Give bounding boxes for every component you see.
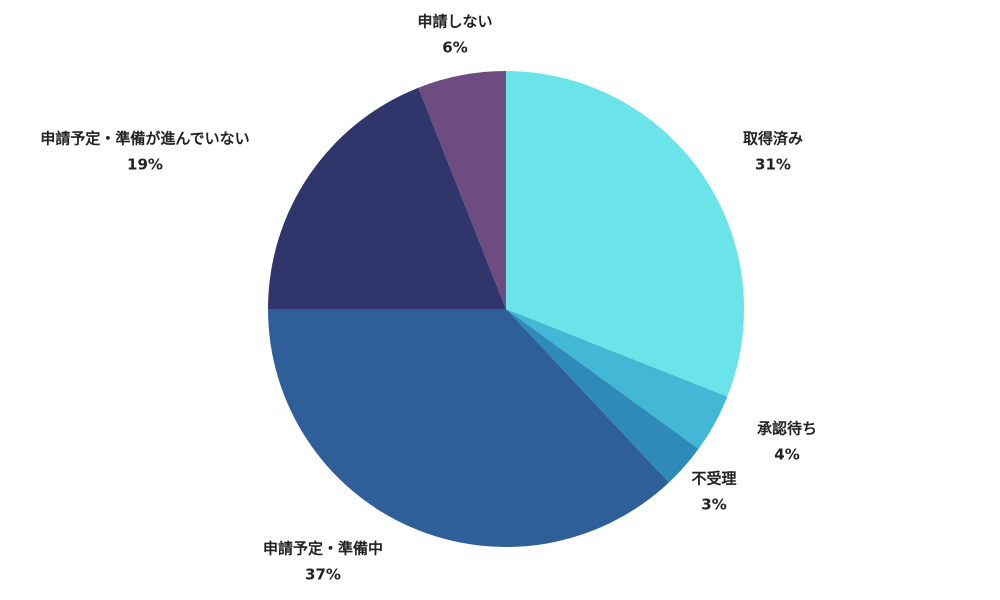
slice-label: 承認待ち <box>757 420 817 438</box>
pie-slice <box>268 87 506 309</box>
slice-label: 申請予定・準備が進んでいない <box>40 130 249 148</box>
slice-label: 申請しない <box>417 13 492 31</box>
pie-slice <box>506 309 728 449</box>
pie-slice <box>418 71 506 309</box>
slice-value: 3% <box>701 496 726 514</box>
pie-slice <box>268 309 669 548</box>
slice-label: 不受理 <box>691 470 736 488</box>
slice-value: 37% <box>305 566 341 584</box>
slice-label: 取得済み <box>743 130 803 148</box>
pie-slice <box>506 71 744 397</box>
slice-label: 申請予定・準備中 <box>263 540 383 558</box>
pie-slice <box>506 309 699 483</box>
slice-value: 6% <box>442 39 467 57</box>
slice-value: 31% <box>755 156 791 174</box>
slice-value: 19% <box>127 156 163 174</box>
slice-value: 4% <box>774 446 799 464</box>
